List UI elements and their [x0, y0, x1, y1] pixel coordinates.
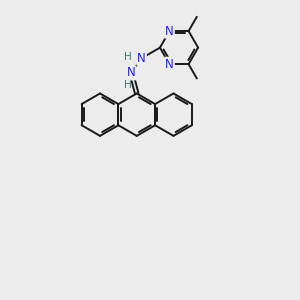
Text: N: N — [127, 67, 136, 80]
Text: N: N — [165, 25, 174, 38]
Text: H: H — [124, 52, 131, 62]
Text: N: N — [165, 58, 174, 71]
Text: N: N — [137, 52, 146, 65]
Text: H: H — [124, 80, 132, 90]
